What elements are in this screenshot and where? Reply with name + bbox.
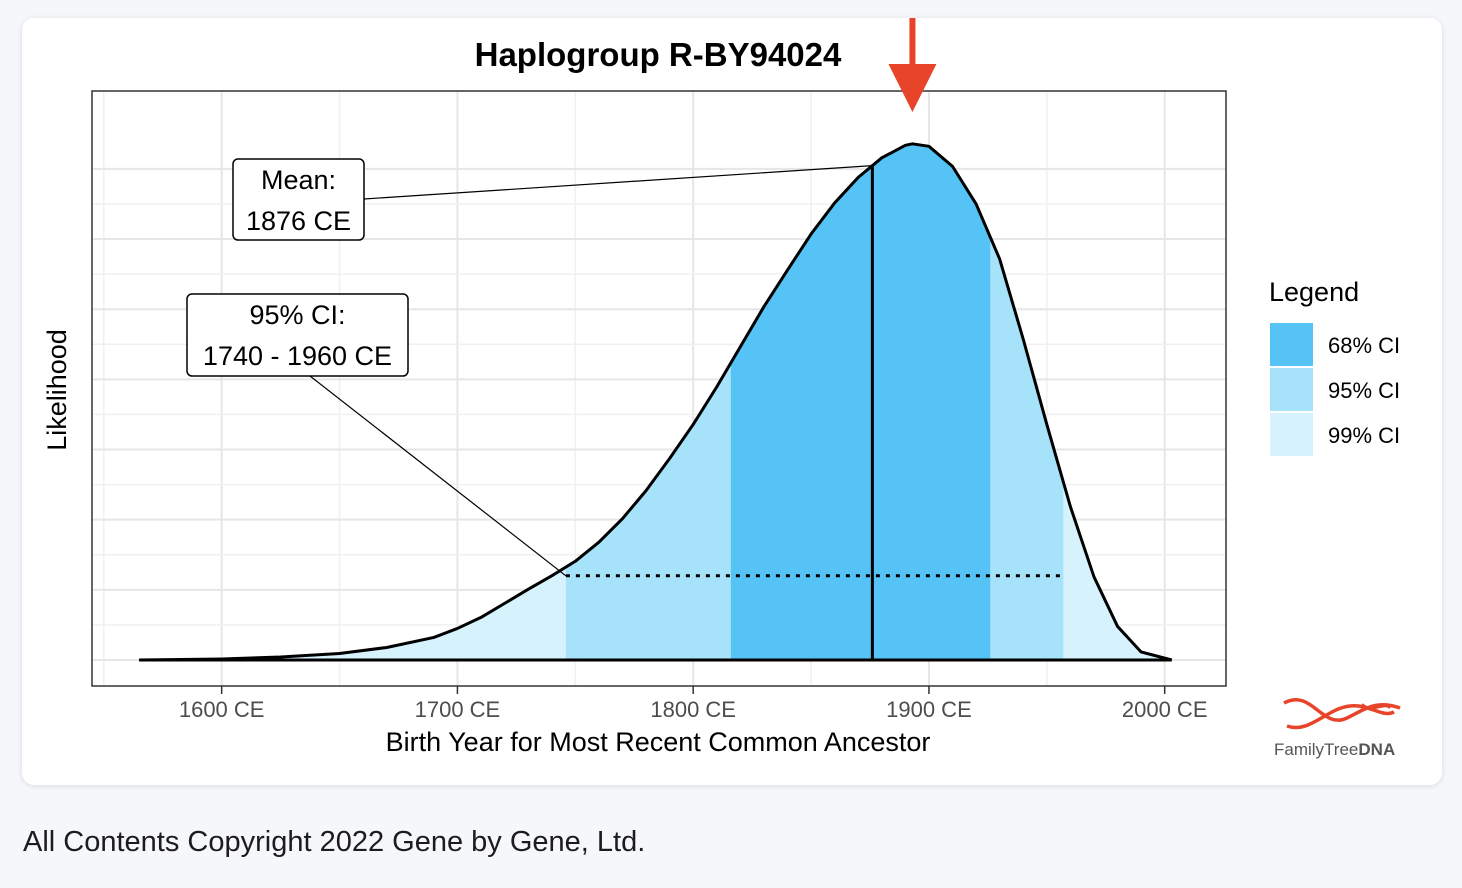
panel-border <box>91 90 1227 687</box>
peak-marker-arrow-shaft <box>909 18 916 66</box>
copyright-footer: All Contents Copyright 2022 Gene by Gene… <box>23 826 646 858</box>
logo-text-familytree: FamilyTree <box>1274 740 1358 759</box>
legend-item-label: 68% CI <box>1328 333 1400 358</box>
ci95-annotation: 95% CI: 1740 - 1960 CE <box>186 293 409 377</box>
legend-item-label: 95% CI <box>1328 378 1400 403</box>
x-tick-label: 1800 CE <box>650 697 736 722</box>
mean-annotation: Mean: 1876 CE <box>232 158 365 241</box>
chart-card: Haplogroup R-BY94024 1600 CE 1700 CE 1800 … <box>22 18 1442 785</box>
x-tick-label: 1700 CE <box>415 697 501 722</box>
legend: Legend 68% CI 95% CI 99% CI <box>1269 277 1400 456</box>
legend-swatch <box>1270 323 1313 366</box>
ci95-leader-line <box>309 375 567 577</box>
legend-item-label: 99% CI <box>1328 423 1400 448</box>
peak-marker-arrowhead <box>888 64 937 112</box>
chart: Haplogroup R-BY94024 1600 CE 1700 CE 1800 … <box>42 18 1401 759</box>
logo-helix-strand <box>1361 703 1391 710</box>
mean-leader-line <box>363 165 873 200</box>
x-axis-label: Birth Year for Most Recent Common Ancest… <box>386 727 931 757</box>
x-tick-label: 2000 CE <box>1122 697 1208 722</box>
logo-text: FamilyTreeDNA <box>1274 740 1395 759</box>
density-curve <box>139 142 1173 662</box>
legend-swatch <box>1270 413 1313 456</box>
legend-swatch <box>1270 368 1313 411</box>
annotation-text: 1740 - 1960 CE <box>203 341 392 371</box>
annotation-text: 1876 CE <box>246 206 351 236</box>
x-tick-label: 1900 CE <box>886 697 972 722</box>
logo-helix-strand <box>1286 704 1395 730</box>
y-axis-label: Likelihood <box>42 329 72 451</box>
annotation-text: 95% CI: <box>249 300 345 330</box>
legend-title: Legend <box>1269 277 1359 307</box>
annotation-box <box>186 293 409 377</box>
logo-helix-strand <box>1283 698 1401 722</box>
x-tick-label: 1600 CE <box>179 697 265 722</box>
familytreedna-logo: FamilyTreeDNA <box>1274 698 1401 759</box>
plot-panel: 1600 CE 1700 CE 1800 CE 1900 CE 2000 CE Mean:… <box>91 90 1227 722</box>
annotation-box <box>232 158 365 241</box>
logo-text-dna: DNA <box>1358 740 1395 759</box>
chart-title: Haplogroup R-BY94024 <box>475 36 842 73</box>
ci-band-68 <box>730 143 991 661</box>
annotation-text: Mean: <box>261 165 336 195</box>
